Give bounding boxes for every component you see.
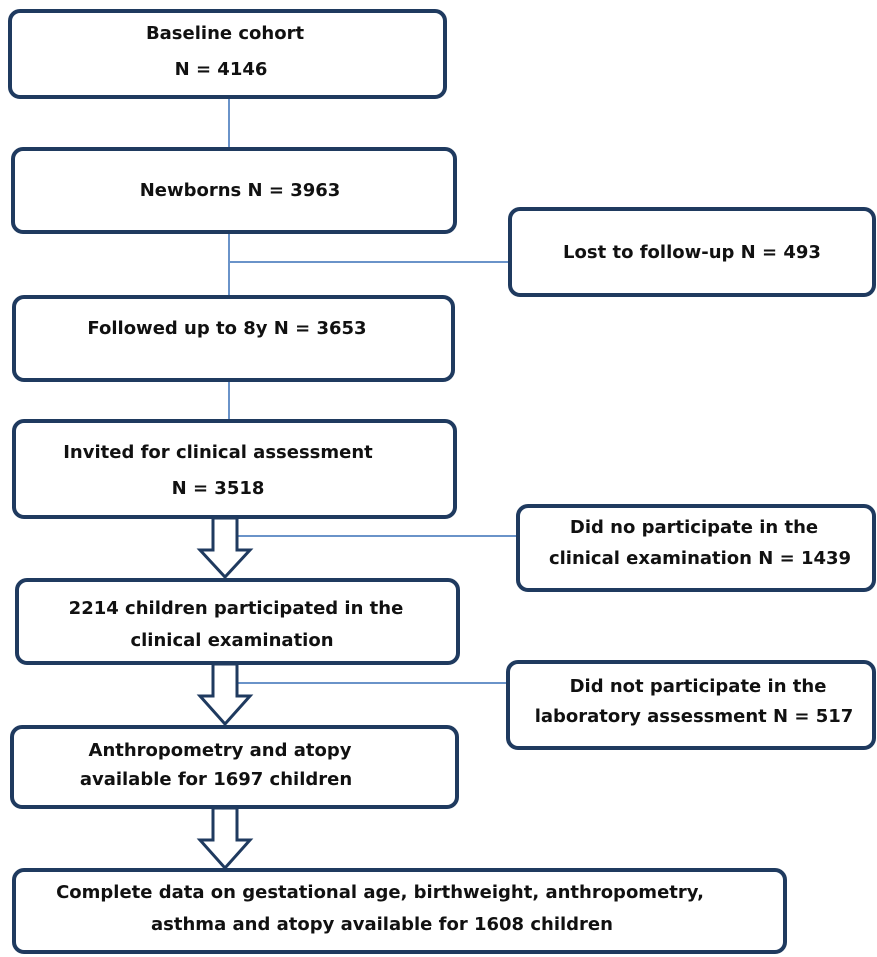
box-text: laboratory assessment N = 517 xyxy=(535,706,854,727)
box-text: Lost to follow-up N = 493 xyxy=(563,242,821,263)
arrow xyxy=(196,806,254,871)
box-text: Invited for clinical assessment xyxy=(63,442,373,463)
box-text: 2214 children participated in the xyxy=(69,598,404,619)
box xyxy=(10,725,459,809)
arrow xyxy=(196,662,254,727)
box-text: Baseline cohort xyxy=(146,23,305,44)
box xyxy=(508,207,876,297)
box xyxy=(12,868,787,954)
box-text: clinical examination xyxy=(130,630,333,651)
box xyxy=(11,147,457,234)
box xyxy=(516,504,876,592)
box xyxy=(506,660,876,750)
arrow xyxy=(196,516,254,580)
box-text: N = 3518 xyxy=(172,478,265,499)
box-text: Did no participate in the xyxy=(570,517,818,538)
box-text: clinical examination N = 1439 xyxy=(549,548,851,569)
box-text: Newborns N = 3963 xyxy=(140,180,341,201)
box xyxy=(12,295,455,382)
box-text: Did not participate in the xyxy=(570,676,827,697)
box-text: N = 4146 xyxy=(175,59,268,80)
box-text: Followed up to 8y N = 3653 xyxy=(87,318,366,339)
box-text: Anthropometry and atopy xyxy=(89,740,352,761)
box-text: available for 1697 children xyxy=(80,769,352,790)
box xyxy=(12,419,457,519)
box-text: asthma and atopy available for 1608 chil… xyxy=(151,914,613,935)
box-text: Complete data on gestational age, birthw… xyxy=(56,882,704,903)
box xyxy=(8,9,447,99)
box xyxy=(15,578,460,665)
